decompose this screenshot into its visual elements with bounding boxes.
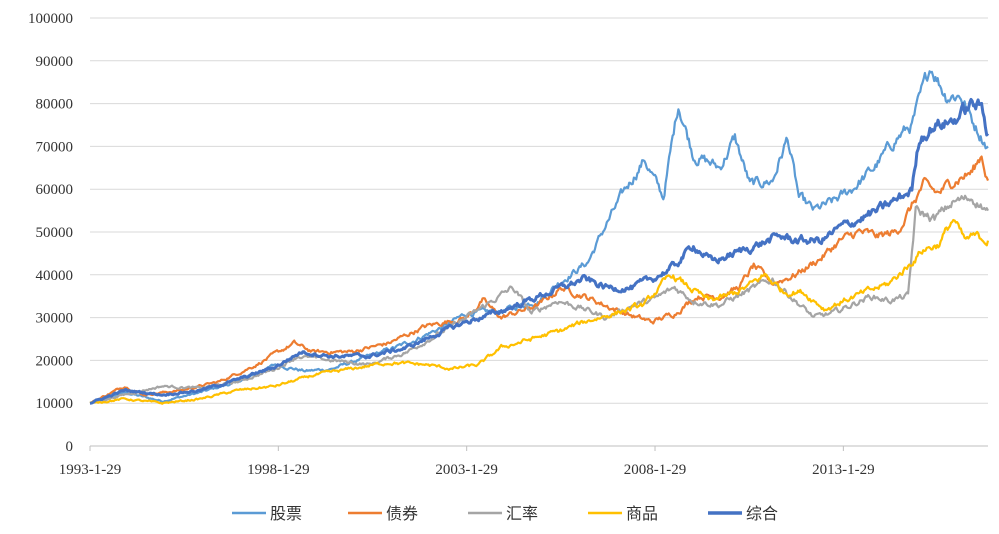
legend-item: 债券 xyxy=(348,504,418,523)
legend-label: 股票 xyxy=(270,504,302,523)
legend-item: 综合 xyxy=(708,504,778,523)
legend-label: 综合 xyxy=(746,504,778,523)
y-tick-label: 50000 xyxy=(36,225,74,241)
legend-label: 商品 xyxy=(626,504,658,523)
y-axis: 0 10000 20000 30000 40000 50000 60000 70000 8000… xyxy=(28,11,73,455)
y-tick-label: 30000 xyxy=(36,311,74,327)
grid-lines xyxy=(90,17,988,404)
legend-label: 汇率 xyxy=(506,504,538,523)
plot-area xyxy=(89,70,990,405)
legend-item: 汇率 xyxy=(468,504,538,523)
y-tick-label: 10000 xyxy=(36,396,74,412)
x-axis: 1993-1-29 1998-1-29 2003-1-29 2008-1-29 2013… xyxy=(59,445,988,478)
y-tick-label: 70000 xyxy=(36,139,74,155)
y-tick-label: 20000 xyxy=(36,353,74,369)
x-tick-label: 2013-1-29 xyxy=(812,462,875,478)
series-line xyxy=(89,97,990,405)
y-tick-label: 80000 xyxy=(36,97,74,113)
legend-item: 商品 xyxy=(588,504,658,523)
series-line xyxy=(89,194,989,405)
series-line xyxy=(89,218,990,405)
x-tick-label: 1998-1-29 xyxy=(247,462,310,478)
legend-label: 债券 xyxy=(386,504,418,523)
y-tick-label: 0 xyxy=(66,439,74,455)
y-tick-label: 90000 xyxy=(36,54,74,70)
series-line xyxy=(90,155,990,404)
x-tick-label: 2008-1-29 xyxy=(624,462,687,478)
y-tick-label: 60000 xyxy=(36,182,74,198)
y-tick-label: 40000 xyxy=(36,268,74,284)
y-tick-label: 100000 xyxy=(28,11,73,27)
x-tick-label: 2003-1-29 xyxy=(435,462,498,478)
x-tick-label: 1993-1-29 xyxy=(59,462,122,478)
legend-item: 股票 xyxy=(232,504,302,523)
legend: 股票 债券 汇率 商品 综合 xyxy=(232,504,778,523)
